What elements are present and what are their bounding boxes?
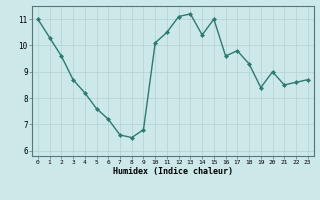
X-axis label: Humidex (Indice chaleur): Humidex (Indice chaleur) — [113, 167, 233, 176]
